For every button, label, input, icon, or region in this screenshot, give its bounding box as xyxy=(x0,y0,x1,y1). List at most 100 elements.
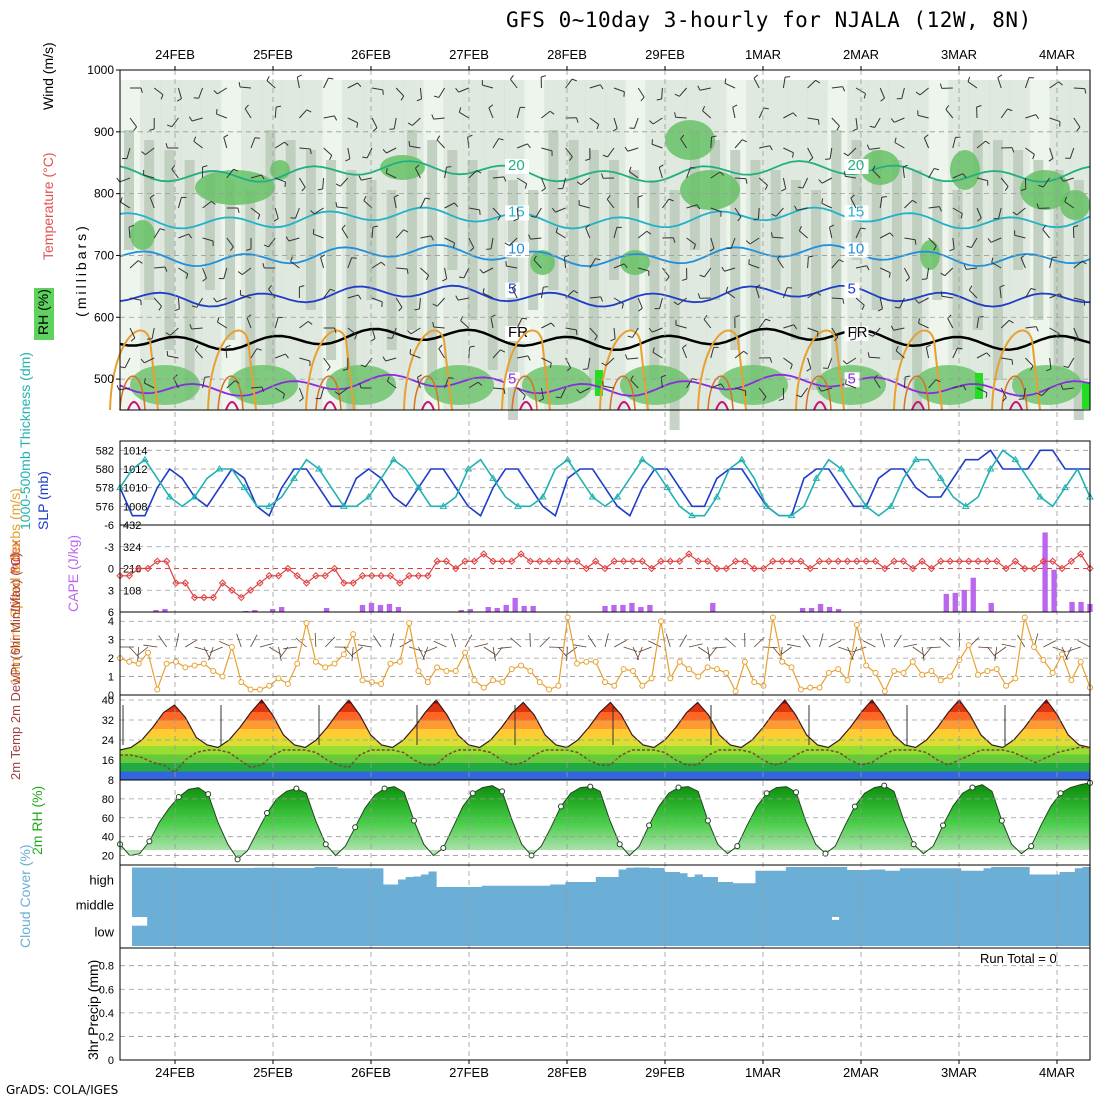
lifted-marker xyxy=(181,579,189,587)
cloud-cell xyxy=(732,892,741,917)
wind10-barb xyxy=(451,633,457,648)
wind-barb xyxy=(178,233,189,239)
rh-marker xyxy=(940,822,947,829)
lifted-marker xyxy=(881,564,889,573)
cloud-cell xyxy=(299,917,308,946)
cloud-cell xyxy=(542,885,551,892)
rh-band xyxy=(144,140,155,300)
wind-barb xyxy=(153,87,164,96)
date-label-top: 28FEB xyxy=(547,47,587,62)
cloud-cell xyxy=(595,917,604,946)
wind10-marker xyxy=(909,658,916,665)
wind10-barb xyxy=(423,646,438,653)
wind-barb xyxy=(274,141,285,149)
wind-barb-flag xyxy=(940,272,946,277)
lifted-marker xyxy=(666,557,674,565)
wind-barb xyxy=(562,177,567,189)
wind-barb-flag xyxy=(711,135,717,138)
wind-barb-flag xyxy=(806,368,812,372)
rh-marker xyxy=(675,784,682,791)
wind-barb xyxy=(710,347,715,359)
cloud-cell xyxy=(808,892,817,917)
wind-barb-flag xyxy=(407,122,413,126)
wind-barb xyxy=(541,110,551,119)
wind-barb-flag xyxy=(977,217,982,222)
wind-barb-flag xyxy=(549,110,555,115)
wind-barb-flag xyxy=(510,75,514,80)
cloud-cell xyxy=(664,872,673,892)
date-label-top: 2MAR xyxy=(842,47,880,62)
wind-barb-flag xyxy=(894,306,900,309)
wind-barb-flag xyxy=(202,277,207,282)
cloud-cell xyxy=(998,917,1007,946)
cloud-cell xyxy=(132,925,141,946)
wind-barb xyxy=(268,288,276,299)
wind-barb xyxy=(510,79,518,89)
wind-barb-flag xyxy=(386,376,390,382)
cape-bar xyxy=(647,604,653,612)
wind-barb xyxy=(468,170,478,179)
precip-side-label: 3hr Precip (mm) xyxy=(85,960,101,1060)
isotherm-35-lobe xyxy=(127,401,141,411)
wind-barb xyxy=(734,139,743,149)
wind-barb-flag xyxy=(834,336,839,342)
wind10-marker xyxy=(891,668,898,675)
cloud-cell xyxy=(633,867,642,892)
cloud-cell xyxy=(831,892,840,917)
wind-barb-flag xyxy=(299,285,305,288)
wind-barb xyxy=(976,177,988,182)
wind-barb xyxy=(629,171,639,179)
wind-barb-flag xyxy=(256,348,262,351)
wind-barb-flag xyxy=(297,74,302,78)
wind-barb xyxy=(589,327,598,337)
temp-band xyxy=(120,771,1090,780)
cloud-cell xyxy=(519,885,528,892)
wind-barb xyxy=(831,117,840,127)
wind-barb xyxy=(872,327,881,337)
wind10-marker xyxy=(247,686,254,693)
cloud-cell xyxy=(512,885,521,892)
isotherm-25-lobe xyxy=(109,329,159,411)
cloud-cell xyxy=(998,867,1007,892)
wind-barb-flag xyxy=(306,109,312,113)
cloud-cell xyxy=(291,892,300,917)
cloud-cell xyxy=(238,868,247,892)
wind-barb-flag xyxy=(238,82,241,88)
wind10-marker xyxy=(555,682,562,689)
rh-band xyxy=(164,150,175,350)
lifted-marker xyxy=(377,572,385,580)
wind-barb-flag xyxy=(555,227,558,233)
lifted-marker xyxy=(815,557,824,565)
cloud-cell xyxy=(268,892,277,917)
wind-barb xyxy=(274,207,279,219)
wind-barb xyxy=(748,263,760,269)
thickness-marker xyxy=(613,493,622,500)
wind-barb-flag xyxy=(511,284,517,289)
slp-tick-label: 1012 xyxy=(123,464,147,476)
cloud-cell xyxy=(192,868,201,892)
wind-barb xyxy=(686,237,696,245)
wind-barb xyxy=(393,197,397,209)
wind-barb-flag xyxy=(915,91,921,96)
wind-barb xyxy=(320,257,325,269)
wind10-marker xyxy=(126,658,133,665)
wind10-barb xyxy=(314,632,317,648)
temp-side-label: 2m Temp 2m DewPt (6hr Min/Max) (°C) xyxy=(8,553,23,780)
wind10-barb xyxy=(390,633,395,648)
wind-barb xyxy=(457,297,469,301)
wind-barb-flag xyxy=(299,397,304,402)
wind-barb xyxy=(541,322,552,329)
isotherm-25-lobe xyxy=(893,329,943,411)
cloud-cell xyxy=(496,885,506,892)
cloud-cell xyxy=(960,917,969,946)
wind-barb xyxy=(433,117,445,120)
wind-barb xyxy=(580,177,591,186)
wind10-marker xyxy=(881,688,888,695)
temp-line xyxy=(119,699,1091,751)
rh-low-patch xyxy=(522,365,592,405)
date-label-top: 27FEB xyxy=(449,47,489,62)
cloud-cell xyxy=(1044,874,1053,892)
wind-barb xyxy=(782,177,787,189)
wind10-marker xyxy=(685,666,692,673)
wind10-marker xyxy=(807,684,814,691)
